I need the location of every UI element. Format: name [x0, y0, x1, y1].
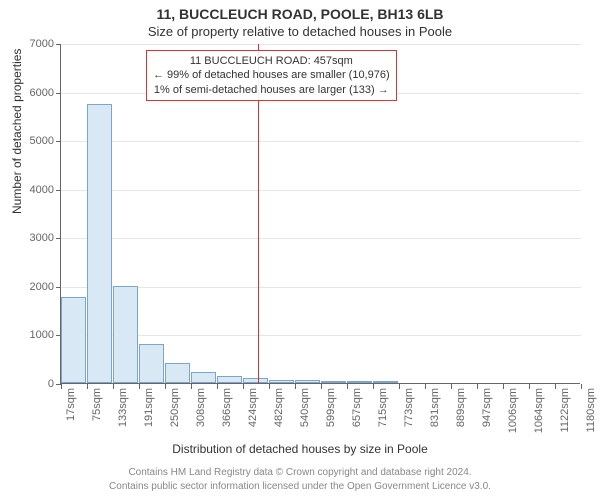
ytick-label: 5000 [14, 135, 54, 147]
xtick-label: 133sqm [117, 388, 129, 427]
xtick-label: 599sqm [325, 388, 337, 427]
x-axis-label: Distribution of detached houses by size … [0, 442, 600, 456]
xtick-label: 424sqm [247, 388, 259, 427]
xtick-label: 191sqm [143, 388, 155, 427]
xtick-mark [347, 384, 348, 389]
ytick-mark [56, 190, 61, 191]
ytick-mark [56, 44, 61, 45]
xtick-mark [191, 384, 192, 389]
chart-area: 0100020003000400050006000700017sqm75sqm1… [60, 44, 580, 384]
ytick-mark [56, 93, 61, 94]
annotation-line2: ← 99% of detached houses are smaller (10… [153, 68, 390, 82]
histogram-bar [61, 297, 86, 383]
histogram-bar [321, 381, 346, 383]
xtick-label: 773sqm [403, 388, 415, 427]
xtick-label: 482sqm [273, 388, 285, 427]
xtick-label: 308sqm [195, 388, 207, 427]
xtick-mark [321, 384, 322, 389]
xtick-label: 1006sqm [507, 388, 519, 433]
xtick-label: 889sqm [455, 388, 467, 427]
xtick-mark [165, 384, 166, 389]
gridline [61, 190, 581, 191]
xtick-mark [373, 384, 374, 389]
xtick-mark [399, 384, 400, 389]
histogram-bar [269, 380, 294, 383]
ytick-label: 4000 [14, 184, 54, 196]
xtick-mark [113, 384, 114, 389]
xtick-label: 657sqm [351, 388, 363, 427]
chart-title-main: 11, BUCCLEUCH ROAD, POOLE, BH13 6LB [0, 0, 600, 22]
xtick-mark [61, 384, 62, 389]
xtick-label: 366sqm [221, 388, 233, 427]
xtick-mark [217, 384, 218, 389]
histogram-bar [295, 380, 320, 383]
xtick-mark [243, 384, 244, 389]
gridline [61, 335, 581, 336]
ytick-label: 3000 [14, 232, 54, 244]
gridline [61, 44, 581, 45]
xtick-mark [295, 384, 296, 389]
annotation-line3: 1% of semi-detached houses are larger (1… [153, 83, 390, 97]
xtick-label: 1064sqm [533, 388, 545, 433]
ytick-mark [56, 141, 61, 142]
histogram-bar [165, 363, 190, 383]
xtick-label: 1122sqm [559, 388, 571, 432]
histogram-bar [87, 104, 112, 383]
xtick-mark [529, 384, 530, 389]
footer-copyright-2: Contains public sector information licen… [0, 480, 600, 493]
ytick-label: 6000 [14, 87, 54, 99]
histogram-bar [113, 286, 138, 383]
xtick-mark [425, 384, 426, 389]
ytick-mark [56, 287, 61, 288]
xtick-label: 715sqm [377, 388, 389, 427]
ytick-label: 7000 [14, 38, 54, 50]
xtick-label: 1180sqm [585, 388, 597, 432]
ytick-label: 1000 [14, 329, 54, 341]
xtick-label: 540sqm [299, 388, 311, 427]
footer-copyright-1: Contains HM Land Registry data © Crown c… [0, 466, 600, 479]
histogram-bar [217, 376, 242, 383]
xtick-label: 17sqm [65, 388, 77, 421]
annotation-box: 11 BUCCLEUCH ROAD: 457sqm ← 99% of detac… [146, 50, 397, 101]
xtick-label: 831sqm [429, 388, 441, 427]
gridline [61, 238, 581, 239]
histogram-bar [139, 344, 164, 383]
xtick-mark [269, 384, 270, 389]
xtick-mark [555, 384, 556, 389]
xtick-mark [87, 384, 88, 389]
xtick-mark [503, 384, 504, 389]
ytick-label: 0 [14, 378, 54, 390]
ytick-label: 2000 [14, 281, 54, 293]
xtick-mark [477, 384, 478, 389]
xtick-label: 75sqm [91, 388, 103, 421]
annotation-line1: 11 BUCCLEUCH ROAD: 457sqm [153, 54, 390, 68]
xtick-mark [581, 384, 582, 389]
gridline [61, 141, 581, 142]
xtick-label: 947sqm [481, 388, 493, 427]
xtick-label: 250sqm [169, 388, 181, 427]
xtick-mark [139, 384, 140, 389]
gridline [61, 287, 581, 288]
xtick-mark [451, 384, 452, 389]
histogram-bar [373, 381, 398, 383]
histogram-bar [347, 381, 372, 383]
chart-title-sub: Size of property relative to detached ho… [0, 22, 600, 43]
histogram-bar [243, 378, 268, 383]
histogram-bar [191, 372, 216, 383]
ytick-mark [56, 238, 61, 239]
